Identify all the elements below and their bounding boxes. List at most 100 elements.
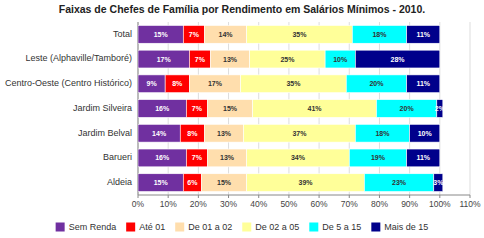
bar-segment xyxy=(138,149,186,167)
tick-label: 30% xyxy=(220,199,237,209)
data-label: 15% xyxy=(223,105,238,112)
tick-label: 20% xyxy=(190,199,207,209)
data-label: 13% xyxy=(220,154,235,161)
legend-item: De 02 a 05 xyxy=(242,222,299,232)
data-label: 10% xyxy=(333,56,348,63)
data-label: 8% xyxy=(187,130,198,137)
data-label: 34% xyxy=(291,154,306,161)
tick-label: 10% xyxy=(160,199,177,209)
bar-segment xyxy=(364,174,433,192)
tick-label: 60% xyxy=(311,199,328,209)
data-labels: 15%17%9%16%14%16%15%7%7%8%7%8%7%6%14%13%… xyxy=(147,31,446,186)
data-label: 18% xyxy=(375,130,390,137)
data-label: 7% xyxy=(192,105,203,112)
data-label: 25% xyxy=(280,56,295,63)
data-label: 14% xyxy=(219,31,234,38)
bar-segment xyxy=(325,50,355,68)
data-label: 8% xyxy=(172,80,183,87)
bar-segment xyxy=(204,124,243,142)
legend-item: Até 01 xyxy=(126,222,165,232)
data-label: 20% xyxy=(400,105,415,112)
tick-label: 90% xyxy=(401,199,418,209)
data-label: 11% xyxy=(416,154,430,161)
bar-segment xyxy=(183,25,204,43)
legend-label: Até 01 xyxy=(139,222,165,232)
bar-segment xyxy=(376,100,436,118)
data-label: 23% xyxy=(392,179,407,186)
bar-segment xyxy=(201,174,246,192)
tick-label: 70% xyxy=(341,199,358,209)
data-label: 13% xyxy=(223,56,238,63)
data-label: 17% xyxy=(208,80,223,87)
bar-segment xyxy=(138,100,186,118)
bar-segment xyxy=(207,100,252,118)
data-label: 13% xyxy=(217,130,232,137)
data-label: 15% xyxy=(154,31,169,38)
bar-segment xyxy=(204,25,246,43)
legend-swatch xyxy=(242,223,251,232)
legend-swatch xyxy=(175,223,184,232)
data-label: 2% xyxy=(435,105,446,112)
bar-segment xyxy=(407,75,440,93)
legend-swatch xyxy=(126,223,135,232)
bar-segment xyxy=(138,25,183,43)
bar-segment xyxy=(210,50,249,68)
tick-label: 40% xyxy=(250,199,267,209)
legend-item: Sem Renda xyxy=(56,222,117,232)
bar-segment xyxy=(247,25,353,43)
bar-segment xyxy=(183,174,201,192)
bar-segment xyxy=(247,149,350,167)
tick-label: 100% xyxy=(429,199,451,209)
data-label: 15% xyxy=(217,179,232,186)
data-label: 11% xyxy=(416,31,430,38)
data-label: 11% xyxy=(416,80,430,87)
x-axis: 0%10%20%30%40%50%60%70%80%90%100%110% xyxy=(132,22,481,209)
bar-segment xyxy=(241,75,347,93)
data-label: 35% xyxy=(286,80,301,87)
category-label: Leste (Alphaville/Tamboré) xyxy=(25,53,132,63)
legend-item: De 01 a 02 xyxy=(175,222,232,232)
legend-swatch xyxy=(309,223,318,232)
bar-segment xyxy=(138,174,183,192)
data-label: 17% xyxy=(157,56,172,63)
chart: Faixas de Chefes de Família por Rendimen… xyxy=(0,0,484,238)
data-label: 7% xyxy=(192,154,203,161)
data-label: 18% xyxy=(372,31,387,38)
legend-label: Mais de 15 xyxy=(384,222,428,232)
bar-segment xyxy=(180,124,204,142)
category-label: Barueri xyxy=(103,152,132,162)
data-label: 35% xyxy=(292,31,307,38)
data-label: 9% xyxy=(147,80,158,87)
bar-segment xyxy=(410,124,440,142)
category-label: Aldeia xyxy=(107,177,132,187)
grid xyxy=(138,22,470,195)
x-axis-line xyxy=(138,195,470,196)
data-label: 41% xyxy=(308,105,323,112)
grid-line xyxy=(470,22,471,195)
tick-label: 110% xyxy=(459,199,481,209)
data-label: 6% xyxy=(187,179,198,186)
bar-segment xyxy=(253,100,377,118)
category-label: Jardim Silveira xyxy=(73,103,132,113)
category-label: Jardim Belval xyxy=(78,128,132,138)
bar-segment xyxy=(244,124,356,142)
data-label: 19% xyxy=(371,154,386,161)
data-label: 16% xyxy=(155,105,170,112)
data-label: 16% xyxy=(155,154,170,161)
category-label: Centro-Oeste (Centro Histórico) xyxy=(5,78,132,88)
legend: Sem RendaAté 01De 01 a 02De 02 a 05De 5 … xyxy=(56,222,429,232)
tick-label: 50% xyxy=(280,199,297,209)
bar-segment xyxy=(138,124,180,142)
data-label: 14% xyxy=(152,130,167,137)
bar-segment xyxy=(250,50,325,68)
legend-label: Sem Renda xyxy=(69,222,117,232)
data-label: 3% xyxy=(433,179,444,186)
data-label: 7% xyxy=(195,56,206,63)
bar-segment xyxy=(186,149,207,167)
legend-label: De 01 a 02 xyxy=(188,222,232,232)
title: Faixas de Chefes de Família por Rendimen… xyxy=(59,3,426,15)
bar-segment xyxy=(352,25,406,43)
bar-segment xyxy=(186,100,207,118)
category-label: Total xyxy=(113,29,132,39)
bar-segment xyxy=(247,174,365,192)
